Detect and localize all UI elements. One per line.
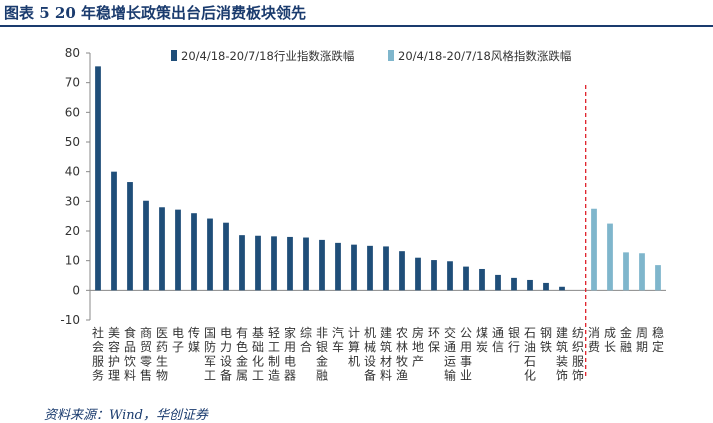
bar: [415, 257, 421, 291]
category-label: 电子: [172, 326, 184, 354]
bar: [335, 242, 341, 291]
bar: [431, 260, 437, 291]
category-label: 稳定: [652, 325, 664, 354]
legend-swatch: [388, 50, 394, 61]
category-labels: 社会服务美容护理食品饮料商贸零售医药生物电子传媒国防军工电力设备有色金属基础化工…: [92, 325, 664, 383]
category-label: 周期: [636, 326, 648, 354]
bar: [623, 252, 629, 291]
bar: [559, 286, 565, 291]
category-label: 非银金融: [316, 326, 328, 383]
bar: [655, 265, 661, 291]
bar: [463, 266, 469, 291]
bar: [447, 261, 453, 291]
legend-swatch: [171, 50, 177, 61]
category-label: 轻工制造: [268, 326, 280, 383]
category-label: 机械设备: [364, 326, 376, 383]
bar: [111, 171, 117, 291]
y-tick-label: 50: [65, 135, 80, 149]
bar: [351, 244, 357, 291]
y-tick-label: 20: [65, 224, 80, 238]
category-label: 食品饮料: [124, 325, 136, 383]
bar: [223, 222, 229, 291]
y-tick-label: 0: [72, 283, 80, 297]
y-tick-label: 30: [65, 194, 80, 208]
category-label: 医药生物: [156, 326, 168, 383]
category-label: 公用事业: [460, 326, 472, 383]
bar: [255, 235, 261, 291]
source-note: 资料来源：Wind，华创证券: [44, 408, 208, 423]
bar: [191, 213, 197, 291]
category-label: 成长: [604, 326, 616, 354]
bar: [271, 236, 277, 291]
bar: [175, 209, 181, 291]
category-label: 银行: [508, 326, 520, 354]
bar: [511, 277, 517, 291]
y-tick-label: 60: [65, 105, 80, 119]
bar: [543, 282, 549, 291]
figure-title: 图表 5 20 年稳增长政策出台后消费板块领先: [4, 4, 306, 22]
bars: [95, 66, 661, 291]
y-tick-label: -10: [60, 313, 80, 327]
axes: -10 0 10 20 30 40 50 60 70 80: [60, 46, 666, 378]
category-label: 汽车: [332, 325, 344, 354]
category-label: 电力设备: [220, 326, 232, 383]
y-tick-label: 70: [65, 76, 80, 90]
title-rule: [0, 25, 713, 27]
category-label: 消费: [588, 326, 600, 354]
category-label: 美容护理: [108, 326, 120, 383]
bar: [383, 246, 389, 291]
bar: [527, 279, 533, 291]
category-label: 环保: [428, 326, 440, 354]
category-label: 石油石化: [524, 326, 536, 383]
category-label: 建筑装饰: [556, 326, 568, 383]
bar: [399, 251, 405, 291]
category-label: 社会服务: [92, 325, 104, 383]
category-label: 传媒: [188, 325, 200, 354]
category-label: 家用电器: [284, 325, 296, 383]
bar: [607, 223, 613, 291]
legend-label: 20/4/18-20/7/18行业指数涨跌幅: [181, 49, 354, 63]
bar: [495, 274, 501, 291]
bar: [127, 182, 133, 291]
bar: [303, 237, 309, 291]
category-label: 通信: [492, 326, 504, 354]
y-tick-label: 10: [65, 254, 80, 268]
category-label: 商贸零售: [140, 325, 152, 383]
bar: [367, 245, 373, 291]
bar: [639, 253, 645, 291]
category-label: 农林牧渔: [396, 326, 408, 383]
bar: [479, 268, 485, 291]
bar: [207, 218, 213, 291]
bar: [591, 208, 597, 291]
bar: [95, 66, 101, 291]
category-label: 纺织服饰: [572, 326, 584, 383]
bar: [287, 236, 293, 291]
category-label: 金融: [620, 325, 632, 354]
bar: [143, 200, 149, 291]
category-label: 国防军工: [204, 326, 216, 383]
bar: [159, 207, 165, 291]
category-label: 煤炭: [476, 326, 488, 354]
category-label: 计算机: [348, 326, 360, 368]
category-label: 综合: [300, 326, 312, 354]
category-label: 钢铁: [540, 326, 552, 354]
category-label: 交通运输: [444, 325, 456, 383]
bar: [239, 235, 245, 291]
legend: 20/4/18-20/7/18行业指数涨跌幅 20/4/18-20/7/18风格指…: [171, 49, 571, 63]
category-label: 房地产: [412, 325, 424, 368]
y-tick-label: 80: [65, 46, 80, 60]
category-label: 建筑材料: [380, 326, 392, 383]
category-label: 有色金属: [236, 326, 248, 383]
bar: [319, 239, 325, 291]
category-label: 基础化工: [252, 326, 264, 383]
y-tick-label: 40: [65, 165, 80, 179]
legend-label: 20/4/18-20/7/18风格指数涨跌幅: [398, 49, 571, 63]
